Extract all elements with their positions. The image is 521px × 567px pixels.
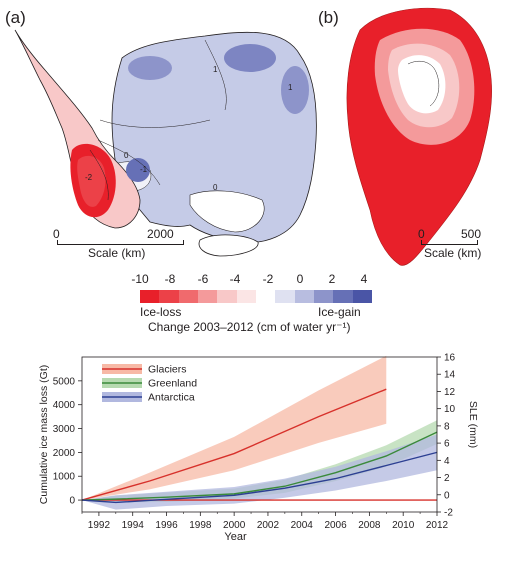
colorbar-swatch xyxy=(275,290,295,303)
map-a-scale-end: 2000 xyxy=(147,227,174,241)
contour-label: 1 xyxy=(288,83,293,92)
colorbar-title: Change 2003–2012 (cm of water yr⁻¹) xyxy=(148,320,351,334)
interior-contour xyxy=(407,61,440,107)
loss-mid xyxy=(77,155,106,207)
y-tick-label: 2000 xyxy=(53,448,76,459)
contour-label: 1 xyxy=(213,65,218,74)
ice-loss-chart: 1992 1994 1996 1998 2000 2002 2004 2006 2008 2010… xyxy=(38,353,479,544)
x-tick-label: 2000 xyxy=(223,520,246,531)
gain-blob-north xyxy=(128,56,172,80)
map-a-scale-bar xyxy=(57,240,184,245)
x-tick-label: 1994 xyxy=(122,520,145,531)
legend-label: Glaciers xyxy=(148,364,187,376)
contour-label: 0 xyxy=(124,151,129,160)
colorbar-swatch xyxy=(140,290,160,303)
series-line xyxy=(81,431,438,501)
colorbar-swatch xyxy=(178,290,198,303)
colorbar-tick: -6 xyxy=(197,272,209,286)
y-tick-label: 3000 xyxy=(53,424,76,435)
antarctica-map: 1 1 0 -1 0 -2 xyxy=(14,29,317,257)
colorbar-swatch xyxy=(159,290,179,303)
y2-tick-label: -2 xyxy=(444,508,453,519)
y2-tick-label: 6 xyxy=(444,439,450,450)
x-tick-label: 2002 xyxy=(257,520,280,531)
x-tick-label: 1992 xyxy=(88,520,111,531)
x-tick-label: 2010 xyxy=(392,520,415,531)
colorbar-loss-label: Ice-loss xyxy=(140,305,182,319)
colorbar-swatch xyxy=(352,290,372,303)
series-line xyxy=(81,388,387,501)
contour-label: 0 xyxy=(213,183,218,192)
y-tick-label: 4000 xyxy=(53,400,76,411)
colorbar-tick: -8 xyxy=(164,272,176,286)
y-axis-label: Cumulative ice mass loss (Gt) xyxy=(38,365,50,504)
gain-blob-east xyxy=(281,66,309,114)
colorbar-swatch xyxy=(255,290,276,303)
legend-label: Antarctica xyxy=(148,392,195,404)
gain-blob-west xyxy=(126,158,150,182)
ross-ice-shelf xyxy=(189,190,265,233)
map-b-scale-start: 0 xyxy=(418,227,425,241)
colorbar-swatch xyxy=(294,290,314,303)
y2-tick-label: 0 xyxy=(444,490,450,501)
ice-shelf-island xyxy=(198,234,259,257)
map-a-scale-start: 0 xyxy=(53,227,60,241)
colorbar-tick: -2 xyxy=(262,272,274,286)
y2-tick-label: 14 xyxy=(444,370,456,381)
x-tick-label: 2006 xyxy=(324,520,347,531)
legend-label: Greenland xyxy=(148,378,197,390)
y2-tick-label: 8 xyxy=(444,421,450,432)
colorbar-swatch xyxy=(313,290,334,303)
uncertainty-band xyxy=(82,355,387,501)
y2-tick-label: 16 xyxy=(444,353,456,364)
colorbar-tick: 0 xyxy=(296,272,304,286)
colorbar-swatch xyxy=(236,290,256,303)
y-tick-label: 5000 xyxy=(53,376,76,387)
colorbar-swatch xyxy=(197,290,218,303)
y2-tick-label: 2 xyxy=(444,473,450,484)
x-tick-label: 1998 xyxy=(189,520,212,531)
contour-line xyxy=(97,139,161,186)
x-tick-label: 2008 xyxy=(358,520,381,531)
y2-tick-label: 12 xyxy=(444,387,456,398)
y-tick-label: 0 xyxy=(69,496,75,507)
colorbar-tick: -4 xyxy=(229,272,241,286)
map-b-scale-bar xyxy=(421,240,478,245)
x-tick-label: 2004 xyxy=(291,520,314,531)
contour-line xyxy=(89,149,109,201)
colorbar-gain-label: Ice-gain xyxy=(318,305,361,319)
contour-line xyxy=(204,39,227,111)
greenland-map xyxy=(346,7,492,266)
contour-label: -2 xyxy=(85,173,93,182)
plot-frame xyxy=(81,356,438,513)
panel-b-label: (b) xyxy=(318,8,339,27)
colorbar-ticks: -10 -8 -6 -4 -2 0 2 4 xyxy=(131,272,404,290)
x-tick-label: 1996 xyxy=(155,520,178,531)
colorbar-tick: 4 xyxy=(360,272,368,286)
colorbar-swatch xyxy=(333,290,353,303)
map-a-scale-unit: Scale (km) xyxy=(88,246,146,260)
x-axis-label: Year xyxy=(224,531,247,543)
colorbar-tick: 2 xyxy=(328,272,336,286)
panel-a-label: (a) xyxy=(5,8,26,27)
x-tick-label: 2012 xyxy=(426,520,449,531)
contour-line xyxy=(99,119,211,128)
gain-blob-northeast xyxy=(224,44,276,72)
map-b-scale-end: 500 xyxy=(461,227,482,241)
map-b-scale-unit: Scale (km) xyxy=(424,246,482,260)
contour-label: -1 xyxy=(140,165,148,174)
series-line xyxy=(81,451,438,504)
y-tick-label: 1000 xyxy=(53,472,76,483)
interior-white xyxy=(398,55,446,114)
y2-tick-label: 4 xyxy=(444,456,450,467)
y2-axis-label: SLE (mm) xyxy=(467,401,479,448)
y2-tick-label: 10 xyxy=(444,404,456,415)
colorbar xyxy=(140,290,372,303)
colorbar-tick: -10 xyxy=(131,272,149,286)
colorbar-swatch xyxy=(217,290,237,303)
